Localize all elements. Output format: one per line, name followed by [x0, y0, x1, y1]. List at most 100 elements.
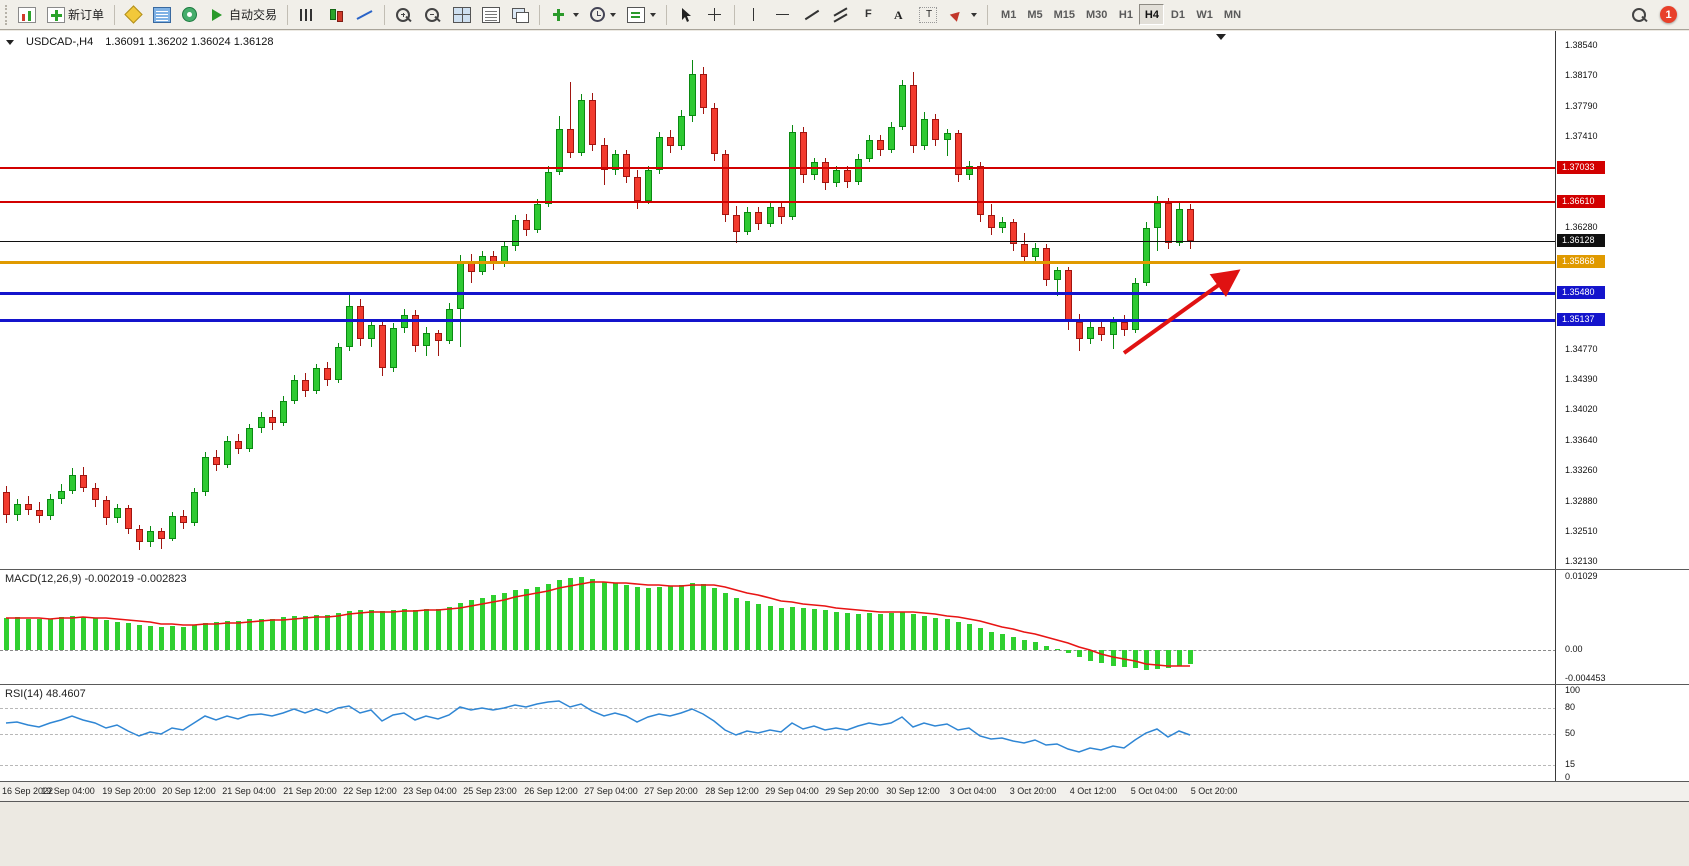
timeframe-button-w1[interactable]: W1	[1191, 4, 1218, 25]
price-axis-label: 1.34770	[1565, 344, 1598, 354]
auto-trading-button[interactable]: 自动交易	[203, 2, 282, 27]
candle	[1043, 248, 1050, 280]
macd-histogram-bar	[314, 615, 319, 650]
macd-histogram-bar	[1000, 634, 1005, 650]
macd-panel[interactable]: 0.01029 0.00 -0.004453 MACD(12,26,9) -0.00…	[0, 570, 1689, 685]
price-axis-label: 1.34390	[1565, 374, 1598, 384]
candle	[656, 137, 663, 170]
candle	[3, 492, 10, 515]
periods-button[interactable]	[585, 2, 621, 27]
chart-menu-caret-icon[interactable]	[6, 39, 14, 45]
candle	[92, 488, 99, 500]
trend-arrow-annotation[interactable]	[0, 31, 1556, 569]
macd-histogram-bar	[590, 579, 595, 650]
price-chart-panel[interactable]: 1.37033 1.36610 1.36128 1.35868 1.35480 1.351…	[0, 31, 1689, 570]
toolbar-separator	[287, 4, 289, 25]
bar-chart-button[interactable]	[293, 2, 321, 27]
data-window-button[interactable]	[148, 2, 176, 27]
macd-histogram-bar	[756, 604, 761, 650]
price-level-line[interactable]	[0, 241, 1555, 242]
candle	[47, 499, 54, 516]
timeframe-button-m30[interactable]: M30	[1081, 4, 1112, 25]
cursor-button[interactable]	[672, 2, 700, 27]
macd-histogram-bar	[402, 609, 407, 650]
time-axis-label: 21 Sep 20:00	[283, 786, 337, 796]
navigator-button[interactable]	[177, 2, 202, 27]
timeframe-button-h1[interactable]: H1	[1113, 4, 1138, 25]
notification-badge[interactable]: 1	[1660, 6, 1677, 23]
candle	[1010, 222, 1017, 244]
candle	[435, 333, 442, 341]
tile-windows-button[interactable]	[448, 2, 476, 27]
macd-histogram-bar	[391, 610, 396, 650]
time-axis[interactable]: 16 Sep 2022 19 Sep 04:00 19 Sep 20:00 20 Se…	[0, 782, 1689, 802]
time-axis-label: 30 Sep 12:00	[886, 786, 940, 796]
crosshair-button[interactable]	[701, 2, 729, 27]
market-watch-button[interactable]	[120, 2, 147, 27]
macd-histogram-bar	[657, 587, 662, 650]
chart-shift-marker-icon[interactable]	[1216, 34, 1226, 40]
new-chart-button[interactable]	[13, 2, 41, 27]
timeframe-button-h4[interactable]: H4	[1139, 4, 1165, 25]
macd-plot[interactable]	[0, 570, 1556, 684]
timeframe-button-d1[interactable]: D1	[1165, 4, 1190, 25]
zoom-out-button[interactable]	[419, 2, 447, 27]
timeframe-button-m5[interactable]: M5	[1022, 4, 1047, 25]
search-icon[interactable]	[1631, 7, 1649, 23]
timeframe-button-m1[interactable]: M1	[996, 4, 1021, 25]
trendline-button[interactable]	[798, 2, 826, 27]
zoom-in-button[interactable]	[390, 2, 418, 27]
macd-histogram-bar	[668, 586, 673, 650]
macd-histogram-bar	[81, 617, 86, 650]
candle	[302, 380, 309, 391]
indicators-button[interactable]	[477, 2, 505, 27]
candle	[412, 315, 419, 346]
rsi-panel[interactable]: 100 80 50 15 0 RSI(14) 48.4607	[0, 685, 1689, 782]
price-level-line[interactable]	[0, 201, 1555, 203]
candlestick-chart-button[interactable]	[322, 2, 350, 27]
new-order-button[interactable]: 新订单	[42, 2, 109, 27]
candle	[169, 516, 176, 539]
label-button[interactable]	[914, 2, 942, 27]
candle	[423, 333, 430, 346]
templates-button[interactable]	[622, 2, 661, 27]
macd-histogram-bar	[834, 612, 839, 650]
rsi-plot[interactable]	[0, 685, 1556, 781]
price-plot[interactable]	[0, 31, 1556, 569]
chart-window: 1.37033 1.36610 1.36128 1.35868 1.35480 1.351…	[0, 31, 1689, 866]
channel-icon	[832, 7, 850, 23]
text-button[interactable]	[885, 2, 913, 27]
cascade-windows-button[interactable]	[506, 2, 534, 27]
fibonacci-button[interactable]	[856, 2, 884, 27]
candle	[258, 417, 265, 428]
add-indicator-button[interactable]	[545, 2, 584, 27]
timeframe-button-mn[interactable]: MN	[1219, 4, 1246, 25]
macd-histogram-bar	[613, 583, 618, 650]
line-chart-button[interactable]	[351, 2, 379, 27]
price-axis-label: 1.33260	[1565, 465, 1598, 475]
candle	[589, 100, 596, 145]
price-level-line[interactable]	[0, 261, 1555, 264]
cursor-icon	[677, 7, 695, 23]
vertical-line-button[interactable]	[740, 2, 768, 27]
price-axis-label: 1.32130	[1565, 556, 1598, 566]
macd-histogram-bar	[303, 616, 308, 650]
candle	[977, 166, 984, 215]
timeframe-button-m15[interactable]: M15	[1049, 4, 1080, 25]
toolbar-separator	[987, 4, 989, 25]
bottom-strip	[0, 802, 1689, 866]
macd-histogram-bar	[1155, 650, 1160, 669]
channel-button[interactable]	[827, 2, 855, 27]
arrows-button[interactable]	[943, 2, 982, 27]
candle	[645, 170, 652, 201]
price-level-line[interactable]	[0, 292, 1555, 295]
candle	[1032, 248, 1039, 257]
candle	[191, 492, 198, 523]
price-level-line[interactable]	[0, 167, 1555, 169]
macd-histogram-bar	[1099, 650, 1104, 663]
macd-histogram-bar	[1055, 649, 1060, 650]
horizontal-line-button[interactable]	[769, 2, 797, 27]
price-level-line[interactable]	[0, 319, 1555, 322]
macd-histogram-bar	[170, 626, 175, 650]
macd-histogram-bar	[358, 610, 363, 650]
